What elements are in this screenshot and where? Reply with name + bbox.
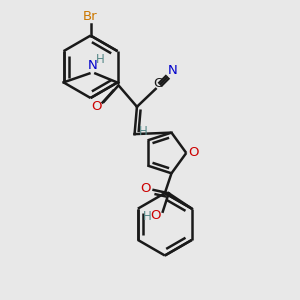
Text: N: N (168, 64, 178, 77)
Text: Br: Br (83, 10, 98, 23)
Text: N: N (88, 59, 98, 72)
Text: H: H (96, 53, 104, 66)
Text: O: O (188, 146, 199, 160)
Text: O: O (141, 182, 151, 195)
Text: O: O (150, 209, 161, 222)
Text: C: C (154, 77, 163, 90)
Text: H: H (139, 125, 148, 138)
Text: H: H (143, 210, 152, 223)
Text: O: O (91, 100, 102, 113)
